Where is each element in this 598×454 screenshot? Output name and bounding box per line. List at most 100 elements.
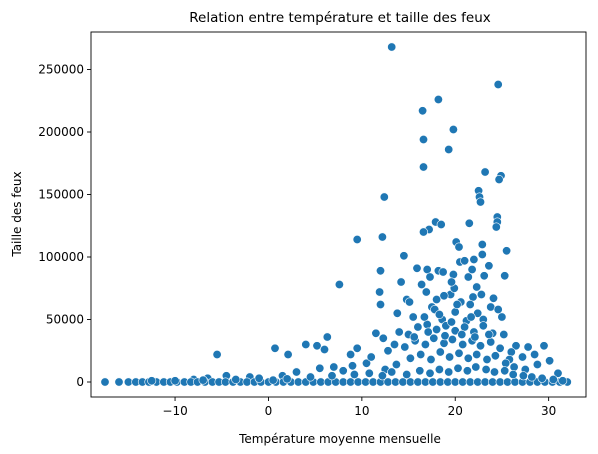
data-point [212, 349, 222, 359]
data-point [434, 309, 444, 319]
data-point [468, 292, 478, 302]
data-point [349, 369, 359, 379]
data-point [338, 366, 348, 376]
data-point [352, 343, 362, 353]
data-point [283, 349, 293, 359]
data-point [402, 369, 412, 379]
data-point [371, 328, 381, 338]
data-point [548, 374, 558, 384]
data-point [405, 353, 415, 363]
data-point [415, 366, 425, 376]
data-point [509, 362, 519, 372]
y-tick-label: 150000 [38, 188, 84, 202]
data-point [463, 272, 473, 282]
data-point [539, 341, 549, 351]
data-point [305, 372, 315, 382]
data-point [537, 373, 547, 383]
data-point [377, 232, 387, 242]
data-point [511, 341, 521, 351]
x-axis-label: Température moyenne mensuelle [238, 432, 441, 446]
data-point [495, 343, 505, 353]
data-point [439, 291, 449, 301]
data-point [268, 375, 278, 385]
data-point [501, 358, 511, 368]
data-point [432, 294, 442, 304]
data-point [502, 377, 512, 387]
data-point [319, 344, 329, 354]
data-point [391, 359, 401, 369]
x-axis-ticks: −10 0 10 20 30 [162, 397, 556, 418]
data-point [329, 362, 339, 372]
data-point [494, 175, 504, 185]
data-point [497, 312, 507, 322]
data-point [114, 377, 124, 387]
data-point [291, 367, 301, 377]
data-point [282, 374, 292, 384]
data-point [413, 322, 423, 332]
data-point [421, 287, 431, 297]
data-point [387, 367, 397, 377]
data-point [422, 319, 432, 329]
data-point [448, 269, 458, 279]
data-point [493, 304, 503, 314]
data-point [413, 377, 423, 387]
data-point [462, 366, 472, 376]
data-point [417, 279, 427, 289]
points-layer [100, 42, 572, 387]
data-point [478, 321, 488, 331]
data-point [510, 377, 520, 387]
data-point [198, 375, 208, 385]
data-point [489, 367, 499, 377]
y-tick-label: 200000 [38, 125, 84, 139]
data-point [418, 135, 428, 145]
data-point [433, 95, 443, 105]
data-point [301, 339, 311, 349]
data-point [412, 263, 422, 273]
y-tick-label: 0 [76, 375, 84, 389]
data-point [527, 372, 537, 382]
data-point [450, 377, 460, 387]
data-point [523, 342, 533, 352]
data-point [347, 361, 357, 371]
data-point [467, 264, 477, 274]
data-point [399, 251, 409, 261]
data-point [404, 297, 414, 307]
data-point [506, 347, 516, 357]
data-point [375, 299, 385, 309]
data-point [486, 302, 496, 312]
x-tick-label: 0 [265, 404, 273, 418]
x-tick-label: 30 [541, 404, 556, 418]
data-point [426, 354, 436, 364]
data-point [379, 192, 389, 202]
data-point [532, 359, 542, 369]
data-point [488, 293, 498, 303]
data-point [500, 271, 510, 281]
data-point [466, 312, 476, 322]
data-point [394, 327, 404, 337]
y-tick-label: 100000 [38, 250, 84, 264]
data-point [472, 349, 482, 359]
data-point [499, 329, 509, 339]
data-point [353, 377, 363, 387]
x-tick-label: −10 [162, 404, 187, 418]
data-point [486, 337, 496, 347]
data-point [458, 377, 468, 387]
data-point [375, 266, 385, 276]
data-point [480, 377, 490, 387]
data-point [322, 332, 332, 342]
data-point [170, 376, 180, 386]
data-point [361, 377, 371, 387]
data-point [447, 334, 457, 344]
data-point [452, 299, 462, 309]
data-point [464, 218, 474, 228]
data-point [517, 352, 527, 362]
data-point [366, 352, 376, 362]
data-point [553, 368, 563, 378]
data-point [491, 222, 501, 232]
y-axis-ticks: 0 50000 100000 150000 200000 250000 [38, 63, 91, 389]
data-point [425, 368, 435, 378]
data-point [375, 287, 385, 297]
data-point [558, 376, 568, 386]
data-point [488, 377, 498, 387]
data-point [293, 377, 303, 387]
